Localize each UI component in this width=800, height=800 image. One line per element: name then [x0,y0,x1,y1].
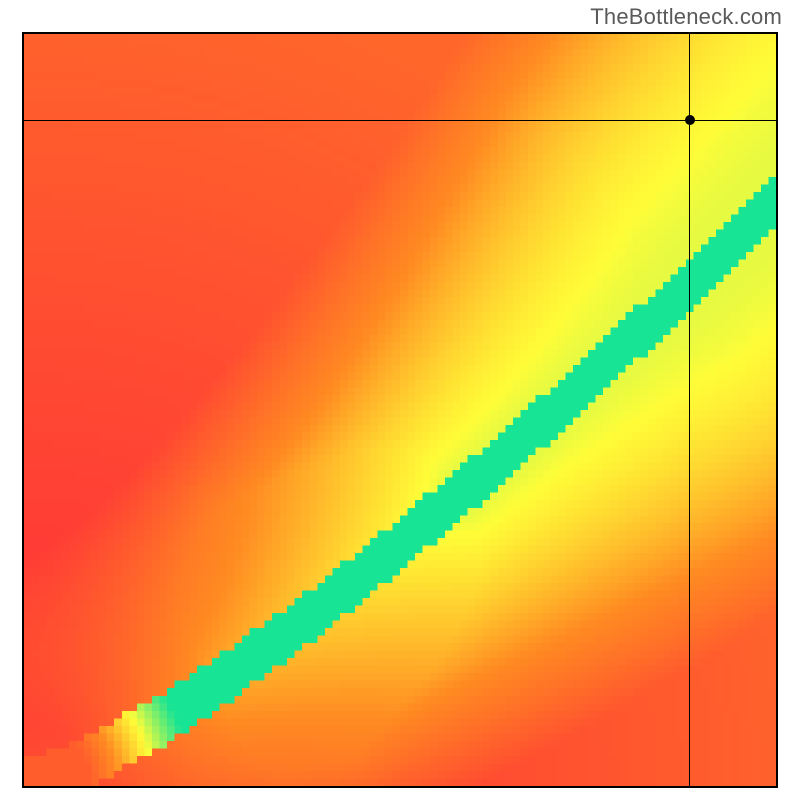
marker-dot [685,115,695,125]
crosshair-vertical [689,34,690,786]
figure-container: TheBottleneck.com [0,0,800,800]
bottleneck-heatmap-plot [22,32,778,788]
watermark-text: TheBottleneck.com [590,4,782,30]
heatmap-canvas [24,34,776,786]
crosshair-horizontal [24,120,776,121]
